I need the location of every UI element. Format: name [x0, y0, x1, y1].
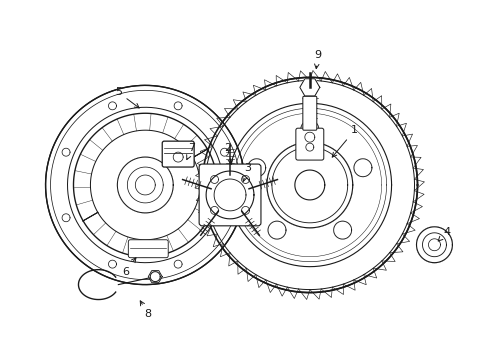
- Text: 7: 7: [186, 143, 195, 159]
- Polygon shape: [416, 227, 451, 263]
- Polygon shape: [45, 85, 244, 285]
- Text: 9: 9: [314, 50, 321, 68]
- Text: 5: 5: [115, 87, 139, 108]
- Text: 4: 4: [437, 227, 450, 241]
- Text: 2: 2: [224, 143, 232, 164]
- Polygon shape: [117, 157, 173, 213]
- Polygon shape: [150, 272, 160, 282]
- Text: 8: 8: [140, 301, 152, 319]
- Polygon shape: [202, 77, 417, 293]
- FancyBboxPatch shape: [302, 96, 316, 130]
- Polygon shape: [247, 159, 265, 177]
- Polygon shape: [353, 159, 371, 177]
- Text: 1: 1: [331, 125, 357, 157]
- Polygon shape: [333, 221, 351, 239]
- Polygon shape: [205, 171, 253, 219]
- Polygon shape: [266, 142, 352, 228]
- FancyBboxPatch shape: [128, 240, 168, 258]
- Polygon shape: [267, 221, 285, 239]
- Text: 3: 3: [242, 163, 251, 181]
- FancyBboxPatch shape: [199, 164, 261, 226]
- Text: 6: 6: [122, 258, 136, 276]
- Polygon shape: [294, 170, 324, 200]
- FancyBboxPatch shape: [295, 128, 323, 160]
- Polygon shape: [300, 120, 318, 138]
- Polygon shape: [299, 79, 319, 96]
- FancyBboxPatch shape: [162, 141, 194, 167]
